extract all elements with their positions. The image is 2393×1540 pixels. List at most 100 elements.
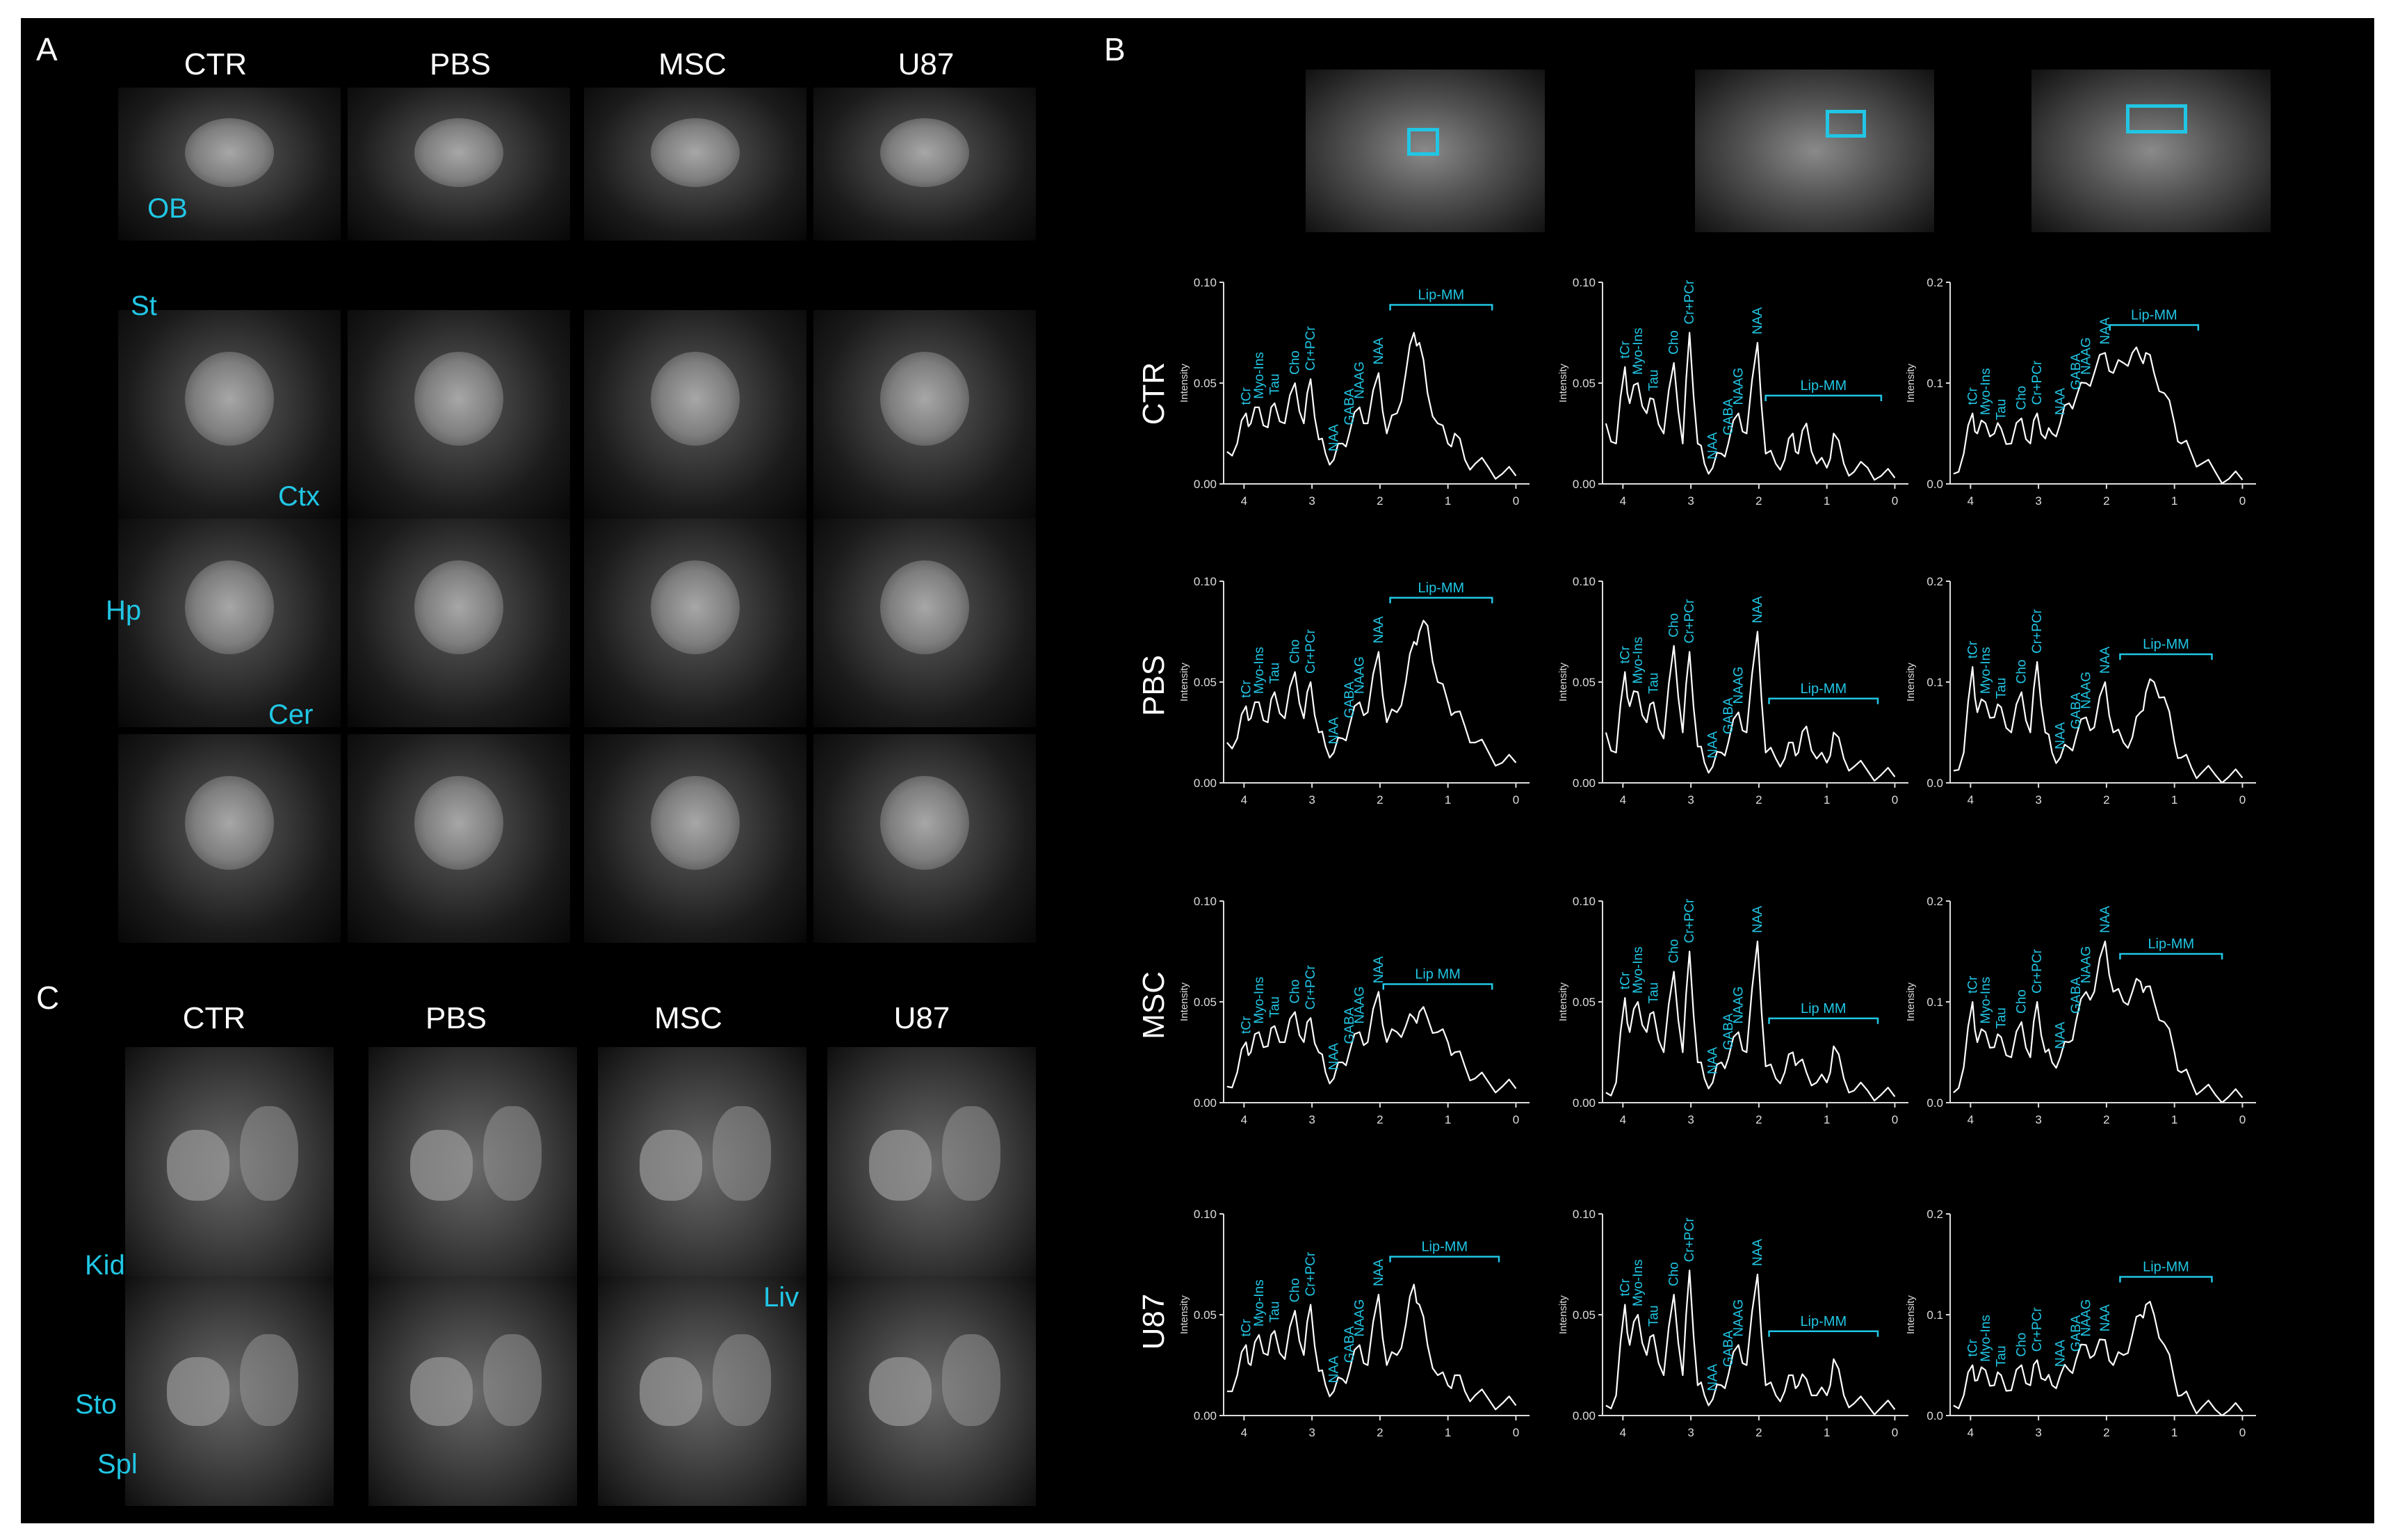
x-tick-label: 3	[2035, 1113, 2041, 1126]
lip-mm-label: Lip-MM	[1418, 288, 1465, 303]
y-tick-label: 0.2	[1926, 1208, 1943, 1221]
mri-body-lower-pbs	[368, 1276, 577, 1506]
anno-kid: Kid	[85, 1250, 125, 1281]
peak-label: Myo-Ins	[1979, 647, 1993, 694]
peak-label: Cho	[2015, 1333, 2029, 1357]
peak-label: GABA	[1721, 398, 1736, 435]
brain-region	[651, 118, 740, 187]
peak-label: Tau	[1646, 1305, 1661, 1327]
roi-box-striatum	[1826, 110, 1866, 138]
peak-label: NAA	[2098, 906, 2113, 933]
y-tick-label: 0.00	[1194, 478, 1217, 491]
x-tick-label: 2	[1755, 793, 1762, 807]
x-tick-label: 1	[1445, 494, 1451, 508]
y-tick-label: 0.00	[1194, 777, 1217, 790]
x-tick-label: 3	[1308, 494, 1315, 508]
figure-canvas: A CTR PBS MSC U87 OB St Ctx Hp Cer C CTR…	[21, 18, 2374, 1523]
peak-label: Myo-Ins	[1979, 1315, 1993, 1362]
x-tick-label: 4	[1968, 793, 1974, 807]
x-tick-label: 1	[2171, 494, 2177, 508]
x-tick-label: 0	[1513, 1426, 1519, 1439]
peak-label: NAA	[1327, 1356, 1341, 1383]
y-tick-label: 0.1	[1926, 676, 1943, 689]
organ-region	[869, 1130, 932, 1201]
peak-label: NAAG	[2079, 337, 2094, 375]
anno-cer: Cer	[268, 699, 314, 730]
organ-region	[640, 1356, 702, 1426]
anno-ob: OB	[147, 193, 188, 224]
y-axis-label: Intensity	[1905, 982, 1917, 1021]
mri-brain-olfactory-ctr	[118, 88, 341, 241]
brain-region	[414, 352, 503, 446]
y-tick-label: 0.10	[1194, 575, 1217, 588]
peak-label: NAA	[1705, 432, 1720, 459]
peak-label: NAA	[2053, 1340, 2068, 1367]
panel-b-row-ctr: CTR	[1137, 362, 1171, 425]
organ-region	[410, 1130, 473, 1201]
lip-mm-label: Lip-MM	[2143, 637, 2189, 652]
y-tick-label: 0.00	[1573, 1096, 1596, 1110]
anno-st: St	[131, 291, 157, 321]
y-tick-label: 0.00	[1573, 478, 1596, 491]
peak-label: Myo-Ins	[1252, 647, 1267, 694]
peak-label: tCr	[1965, 975, 1980, 994]
spectrum-line	[1953, 940, 2244, 1104]
brain-region	[651, 352, 740, 446]
lip-mm-label: Lip MM	[1801, 1001, 1847, 1016]
roi-box-ob	[1407, 128, 1439, 156]
x-tick-label: 2	[1377, 494, 1383, 508]
spectrum-line	[1226, 991, 1517, 1094]
mri-brain-striatum-u87	[813, 310, 1036, 519]
x-tick-label: 0	[1513, 793, 1519, 807]
brain-region	[185, 776, 274, 870]
peak-label: Cho	[2015, 989, 2029, 1014]
spectrum-line	[1226, 619, 1517, 767]
x-tick-label: 4	[1968, 1113, 1974, 1126]
peak-label: Cho	[2015, 386, 2029, 410]
mri-brain-striatum-msc	[584, 310, 806, 519]
y-tick-label: 0.0	[1926, 1409, 1943, 1423]
spectrum-line	[1605, 1270, 1896, 1416]
spectrum-line	[1226, 332, 1517, 480]
x-tick-label: 3	[1308, 793, 1315, 807]
x-tick-label: 1	[1445, 1426, 1451, 1439]
peak-label: GABA	[1342, 1326, 1357, 1363]
y-tick-label: 0.2	[1926, 575, 1943, 588]
y-tick-label: 0.00	[1573, 777, 1596, 790]
x-tick-label: 2	[1755, 1426, 1762, 1439]
lip-mm-bracket	[1768, 1330, 1879, 1337]
peak-label: NAA	[1705, 1047, 1720, 1074]
peak-label: NAA	[1751, 906, 1765, 933]
peak-label: Tau	[1994, 1007, 2009, 1029]
x-tick-label: 2	[1377, 1113, 1383, 1126]
y-tick-label: 0.10	[1573, 276, 1596, 289]
peak-label: GABA	[2069, 353, 2084, 390]
organ-region	[942, 1106, 1000, 1201]
mri-brain-hippocampus-u87	[813, 519, 1036, 727]
peak-label: GABA	[1342, 681, 1357, 718]
brain-region	[414, 776, 503, 870]
x-tick-label: 0	[1892, 494, 1898, 508]
peak-label: tCr	[1618, 971, 1632, 989]
peak-label: NAA	[2098, 317, 2113, 344]
panel-b-row-msc: MSC	[1137, 971, 1171, 1039]
x-tick-label: 1	[2171, 1426, 2177, 1439]
brain-region	[880, 352, 969, 446]
panel-b-letter: B	[1104, 31, 1126, 67]
peak-label: tCr	[1965, 387, 1980, 405]
peak-label: Tau	[1646, 370, 1661, 391]
lip-mm-bracket	[1382, 983, 1493, 990]
y-tick-label: 0.0	[1926, 478, 1943, 491]
x-tick-label: 4	[1620, 494, 1626, 508]
x-tick-label: 4	[1620, 1426, 1626, 1439]
peak-label: Cho	[1288, 1278, 1303, 1302]
lip-mm-label: Lip-MM	[1800, 1314, 1847, 1329]
y-tick-label: 0.05	[1573, 996, 1596, 1009]
lip-mm-label: Lip-MM	[1800, 378, 1847, 394]
organ-region	[640, 1130, 702, 1201]
x-tick-label: 0	[1892, 1426, 1898, 1439]
